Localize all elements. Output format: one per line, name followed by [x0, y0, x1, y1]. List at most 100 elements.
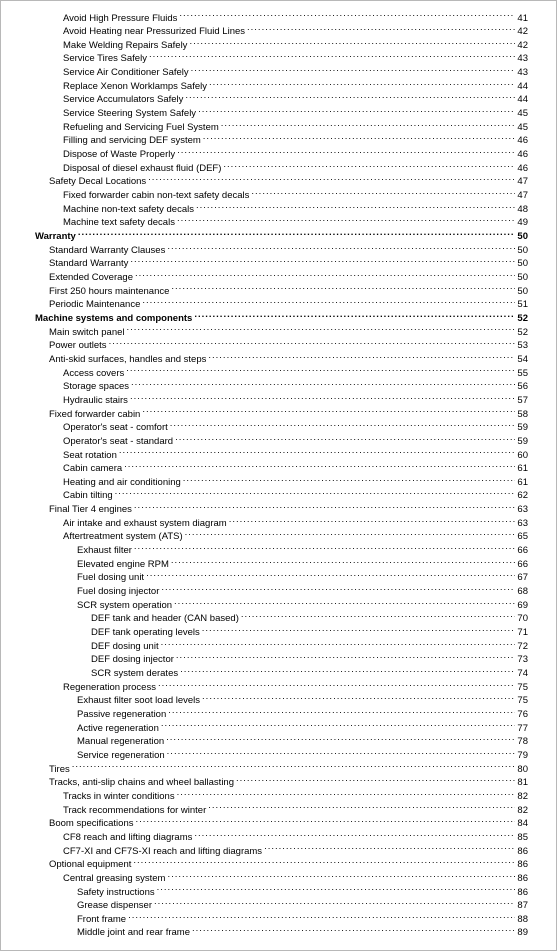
toc-entry-title: Disposal of diesel exhaust fluid (DEF) — [63, 163, 221, 175]
toc-entry-leader — [167, 871, 515, 881]
toc-entry: Service Accumulators Safely44 — [21, 93, 528, 107]
toc-entry: Middle joint and rear frame89 — [21, 926, 528, 940]
toc-entry-leader — [198, 107, 515, 117]
toc-entry-page: 71 — [517, 627, 528, 639]
toc-entry: Filling and servicing DEF system 46 — [21, 134, 528, 148]
toc-entry-page: 70 — [517, 613, 528, 625]
toc-entry-page: 59 — [517, 422, 528, 434]
toc-entry-title: Machine systems and components — [35, 313, 192, 325]
toc-entry-title: Manual regeneration — [77, 736, 164, 748]
toc-entry-leader — [130, 393, 515, 403]
toc-entry-title: Standard Warranty — [49, 258, 128, 270]
toc-entry-page: 86 — [517, 887, 528, 899]
toc-entry-leader — [202, 626, 516, 636]
toc-entry: Make Welding Repairs Safely42 — [21, 38, 528, 52]
toc-entry-title: Active regeneration — [77, 723, 159, 735]
toc-entry-leader — [167, 748, 516, 758]
toc-entry-title: Filling and servicing DEF system — [63, 135, 201, 147]
toc-entry-title: DEF dosing unit — [91, 641, 159, 653]
toc-entry-page: 81 — [517, 777, 528, 789]
toc-entry-title: Aftertreatment system (ATS) — [63, 531, 183, 543]
toc-entry-page: 43 — [517, 53, 528, 65]
toc-entry: Periodic Maintenance51 — [21, 298, 528, 312]
toc-entry-title: Machine non-text safety decals — [63, 204, 194, 216]
toc-entry-title: Service Steering System Safely — [63, 108, 196, 120]
toc-entry-leader — [133, 858, 515, 868]
toc-entry: Extended Coverage50 — [21, 270, 528, 284]
toc-entry: Fixed forwarder cabin non-text safety de… — [21, 189, 528, 203]
toc-entry-page: 57 — [517, 395, 528, 407]
toc-entry-title: Main switch panel — [49, 327, 125, 339]
toc-entry-title: Dispose of Waste Properly — [63, 149, 175, 161]
toc-entry-leader — [179, 11, 515, 21]
toc-entry: Seat rotation60 — [21, 448, 528, 462]
toc-entry: Access covers55 — [21, 366, 528, 380]
toc-entry: DEF dosing unit72 — [21, 639, 528, 653]
toc-entry-leader — [135, 270, 515, 280]
toc-entry-page: 46 — [517, 135, 528, 147]
toc-entry-page: 68 — [517, 586, 528, 598]
toc-entry-leader — [183, 475, 516, 485]
toc-entry-leader — [72, 762, 516, 772]
toc-entry-title: CF7-XI and CF7S-XI reach and lifting dia… — [63, 846, 262, 858]
toc-entry-page: 66 — [517, 559, 528, 571]
toc-entry: Heating and air conditioning61 — [21, 475, 528, 489]
toc-entry-page: 62 — [517, 490, 528, 502]
toc-entry-leader — [191, 66, 516, 76]
toc-entry-page: 60 — [517, 450, 528, 462]
toc-entry: SCR system derates 74 — [21, 667, 528, 681]
toc-entry: Grease dispenser87 — [21, 899, 528, 913]
toc-entry-title: Track recommendations for winter — [63, 805, 206, 817]
toc-entry-title: Elevated engine RPM — [77, 559, 169, 571]
toc-entry-page: 52 — [517, 313, 528, 325]
toc-entry: Machine text safety decals49 — [21, 216, 528, 230]
toc-entry-leader — [115, 489, 516, 499]
toc-entry-title: Cabin tilting — [63, 490, 113, 502]
toc-entry-page: 42 — [517, 26, 528, 38]
toc-entry: Safety Decal Locations47 — [21, 175, 528, 189]
toc-entry-leader — [221, 120, 516, 130]
toc-entry-leader — [157, 885, 516, 895]
toc-entry: Regeneration process75 — [21, 680, 528, 694]
toc-entry: Warranty50 — [21, 230, 528, 244]
toc-entry-title: Tires — [49, 764, 70, 776]
toc-entry-leader — [119, 448, 516, 458]
toc-entry: DEF tank and header (CAN based)70 — [21, 612, 528, 626]
toc-entry: Refueling and Servicing Fuel System45 — [21, 120, 528, 134]
toc-entry-page: 54 — [517, 354, 528, 366]
toc-entry-leader — [161, 585, 515, 595]
toc-entry-leader — [192, 926, 515, 936]
toc-entry-leader — [176, 653, 516, 663]
toc-entry-leader — [127, 325, 516, 335]
toc-entry-leader — [196, 202, 515, 212]
toc-entry-leader — [203, 134, 516, 144]
toc-entry-title: Anti-skid surfaces, handles and steps — [49, 354, 206, 366]
toc-entry-title: Heating and air conditioning — [63, 477, 181, 489]
toc-entry-page: 74 — [517, 668, 528, 680]
toc-entry-leader — [189, 38, 515, 48]
toc-entry: Fuel dosing unit67 — [21, 571, 528, 585]
toc-entry-title: Regeneration process — [63, 682, 156, 694]
toc-entry-title: Service regeneration — [77, 750, 165, 762]
toc-entry-leader — [174, 598, 515, 608]
toc-entry: Central greasing system86 — [21, 871, 528, 885]
toc-entry-page: 58 — [517, 409, 528, 421]
toc-entry: SCR system operation69 — [21, 598, 528, 612]
toc-entry-title: Periodic Maintenance — [49, 299, 140, 311]
toc-entry-page: 47 — [517, 176, 528, 188]
toc-entry-title: First 250 hours maintenance — [49, 286, 169, 298]
toc-entry-leader — [158, 680, 515, 690]
toc-entry-title: Tracks, anti-slip chains and wheel balla… — [49, 777, 234, 789]
toc-entry-leader — [236, 776, 515, 786]
toc-entry: Cabin camera61 — [21, 462, 528, 476]
toc-entry-page: 85 — [517, 832, 528, 844]
toc-entry-leader — [166, 735, 515, 745]
toc-entry-page: 59 — [517, 436, 528, 448]
toc-entry: Machine non-text safety decals48 — [21, 202, 528, 216]
toc-entry-title: Service Air Conditioner Safely — [63, 67, 189, 79]
toc-entry-leader — [170, 421, 516, 431]
toc-entry-page: 61 — [517, 463, 528, 475]
toc-entry-title: SCR system derates — [91, 668, 178, 680]
toc-entry-title: Passive regeneration — [77, 709, 166, 721]
toc-entry: Passive regeneration76 — [21, 707, 528, 721]
